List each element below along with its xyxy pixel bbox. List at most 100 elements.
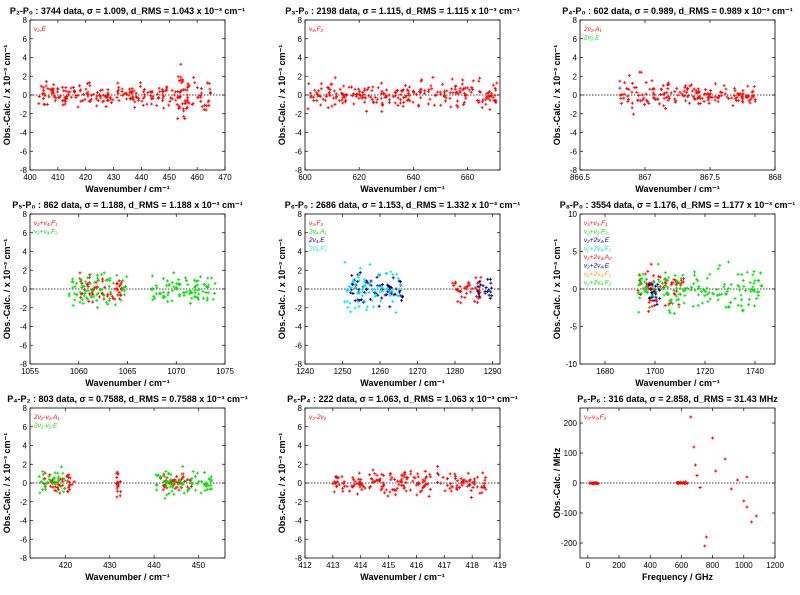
data-point: [708, 297, 712, 301]
data-point: [55, 90, 59, 94]
data-point: [377, 304, 381, 308]
data-point: [717, 293, 721, 297]
data-point: [428, 487, 432, 491]
data-point: [54, 482, 58, 486]
data-point: [716, 96, 720, 100]
data-point: [757, 290, 761, 294]
data-point: [401, 104, 405, 108]
data-point: [52, 476, 56, 480]
data-point: [389, 478, 393, 482]
data-point: [150, 286, 154, 290]
x-tick-label: 640: [407, 173, 421, 182]
data-point: [133, 105, 137, 109]
data-point: [356, 492, 360, 496]
data-point: [725, 289, 729, 293]
data-point: [181, 79, 185, 83]
data-point: [138, 85, 142, 89]
data-point: [80, 291, 84, 295]
data-point: [723, 457, 727, 461]
data-point: [650, 304, 654, 308]
data-point: [51, 482, 55, 486]
data-point: [200, 480, 204, 484]
data-point: [167, 492, 171, 496]
data-point: [185, 88, 189, 92]
data-point: [308, 91, 312, 95]
data-point: [197, 479, 201, 483]
x-tick-label: 867.5: [700, 173, 721, 182]
data-point: [456, 299, 460, 303]
data-point: [427, 494, 431, 498]
data-point: [170, 299, 174, 303]
data-point: [448, 96, 452, 100]
data-point: [178, 479, 182, 483]
data-point: [369, 95, 373, 99]
data-point: [63, 486, 67, 490]
y-tick-label: 2: [23, 266, 28, 275]
data-point: [738, 92, 742, 96]
data-point: [146, 91, 150, 95]
data-point: [333, 76, 337, 80]
subplot-6: P₈-P₀ : 3554 data, σ = 1.176, d_RMS = 1.…: [552, 200, 795, 388]
data-point: [426, 90, 430, 94]
data-point: [185, 290, 189, 294]
data-point: [469, 290, 473, 294]
data-point: [398, 98, 402, 102]
data-point: [69, 95, 73, 99]
data-point: [375, 97, 379, 101]
data-point: [396, 96, 400, 100]
data-point: [444, 99, 448, 103]
data-point: [746, 84, 750, 88]
data-point: [88, 281, 92, 285]
data-point: [371, 288, 375, 292]
data-point: [697, 95, 701, 99]
data-point: [404, 94, 408, 98]
data-point: [638, 282, 642, 286]
data-point: [748, 101, 752, 105]
data-point: [664, 107, 668, 111]
data-point: [394, 493, 398, 497]
data-point: [751, 285, 755, 289]
data-point: [125, 97, 129, 101]
y-tick-label: -5: [570, 323, 578, 332]
data-point: [380, 296, 384, 300]
data-point: [367, 86, 371, 90]
data-point: [178, 95, 182, 99]
y-tick-label: 8: [23, 210, 28, 219]
data-point: [174, 285, 178, 289]
data-layer: [580, 70, 775, 116]
data-point: [448, 91, 452, 95]
x-tick-label: 660: [461, 173, 475, 182]
data-point: [723, 92, 727, 96]
data-point: [661, 84, 665, 88]
data-point: [104, 105, 108, 109]
data-point: [208, 487, 212, 491]
data-point: [174, 479, 178, 483]
y-tick-label: 2: [573, 72, 578, 81]
data-point: [395, 272, 399, 276]
data-point: [72, 85, 76, 89]
data-point: [665, 292, 669, 296]
data-point: [99, 288, 103, 292]
data-point: [722, 84, 726, 88]
data-point: [350, 274, 354, 278]
data-point: [654, 284, 658, 288]
data-point: [83, 97, 87, 101]
data-point: [391, 300, 395, 304]
data-point: [95, 94, 99, 98]
data-point: [377, 272, 381, 276]
y-tick-label: 8: [23, 16, 28, 25]
y-tick-label: -2: [20, 110, 28, 119]
data-point: [736, 283, 740, 287]
data-point: [409, 469, 413, 473]
data-point: [750, 288, 754, 292]
data-point: [137, 96, 141, 100]
data-point: [708, 95, 712, 99]
data-point: [458, 290, 462, 294]
x-axis-label: Wavenumber / cm⁻¹: [360, 572, 444, 582]
data-point: [411, 100, 415, 104]
x-tick-label: 1280: [446, 367, 464, 376]
data-point: [120, 287, 124, 291]
data-point: [666, 285, 670, 289]
x-tick-label: 460: [190, 173, 204, 182]
y-tick-label: 0: [573, 91, 578, 100]
